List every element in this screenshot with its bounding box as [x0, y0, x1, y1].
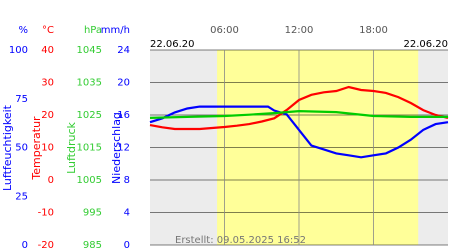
axis-unit: %	[18, 25, 28, 36]
y-tick-label: 16	[117, 110, 130, 121]
y-tick-label: 40	[41, 45, 54, 56]
y-tick-label: 0	[22, 240, 28, 250]
axis-title: Niederschlag	[110, 112, 123, 184]
y-tick-label: 8	[124, 175, 130, 186]
y-tick-label: 1005	[77, 175, 102, 186]
series-line	[149, 85, 449, 131]
y-tick-label: 12	[117, 143, 130, 154]
y-tick-label: 30	[41, 78, 54, 89]
y-tick-label: 100	[9, 45, 28, 56]
y-tick-label: 20	[41, 110, 54, 121]
axis-unit: hPa	[84, 25, 102, 36]
y-tick-label: 1045	[77, 45, 102, 56]
axis-title: Temperatur	[30, 116, 43, 181]
y-tick-label: 1015	[77, 143, 102, 154]
axis-unit: °C	[42, 25, 54, 36]
y-tick-label: 4	[124, 208, 130, 219]
series-line	[149, 105, 449, 159]
end-date: 22.06.20	[403, 39, 448, 50]
x-tick-label: 18:00	[359, 25, 388, 36]
start-date: 22.06.20	[150, 39, 195, 50]
y-tick-label: 50	[15, 143, 28, 154]
axis-unit: mm/h	[101, 25, 130, 36]
y-tick-label: 25	[15, 191, 28, 202]
y-tick-label: -10	[38, 208, 54, 219]
y-tick-label: 985	[83, 240, 102, 250]
y-tick-label: 24	[117, 45, 130, 56]
y-tick-label: -20	[38, 240, 54, 250]
footer: Erstellt: 09.05.2025 16:52	[175, 235, 306, 246]
y-tick-label: 20	[117, 78, 130, 89]
y-tick-label: 995	[83, 208, 102, 219]
y-tick-label: 75	[15, 94, 28, 105]
axis-title: Luftfeuchtigkeit	[1, 104, 14, 191]
series-line	[149, 109, 448, 119]
y-tick-label: 1035	[77, 78, 102, 89]
y-tick-label: 10	[41, 143, 54, 154]
y-tick-label: 0	[124, 240, 130, 250]
y-tick-label: 0	[48, 175, 54, 186]
y-tick-label: 1025	[77, 110, 102, 121]
axis-title: Luftdruck	[65, 121, 78, 173]
x-tick-label: 12:00	[285, 25, 314, 36]
x-tick-label: 06:00	[210, 25, 239, 36]
